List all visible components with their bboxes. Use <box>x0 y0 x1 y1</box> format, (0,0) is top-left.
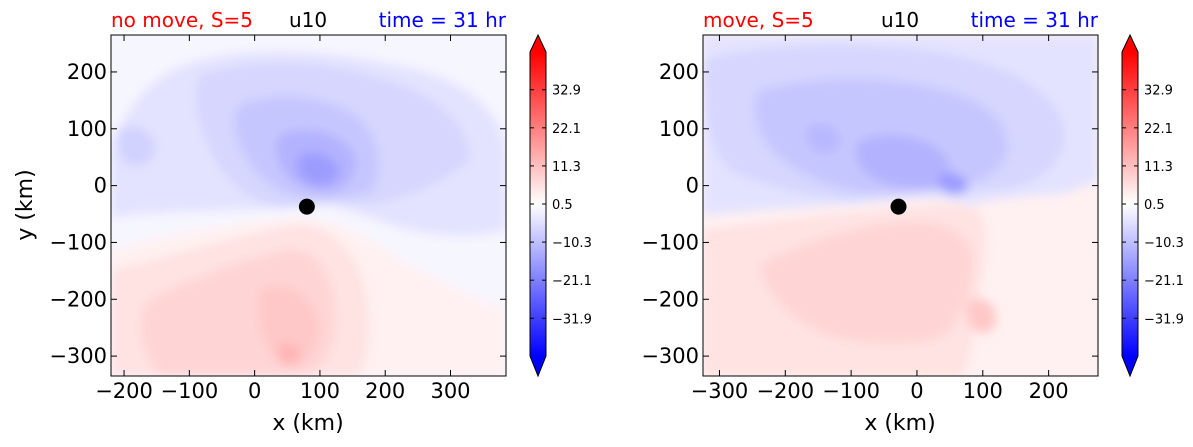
panel-right-field <box>703 35 1098 376</box>
panel-left-colorbar-tick-label: −21.1 <box>552 274 592 289</box>
panel-right-storm-center-marker <box>890 198 907 215</box>
panel-left-plot-frame <box>110 34 507 377</box>
panel-right-ytick-label: 200 <box>659 60 699 84</box>
panel-left-ytick-label: −300 <box>49 344 107 368</box>
panel-right-colorbar-tick-label: −10.3 <box>1144 236 1184 251</box>
panel-left-ytick-label: −200 <box>49 287 107 311</box>
panel-right-colorbar-tick-label: 11.3 <box>1144 160 1173 175</box>
panel-left: no move, S=5 u10 time = 31 hr −20 <box>13 8 592 436</box>
panel-right-yticks: 200 100 0 −100 −200 −300 <box>641 60 1098 368</box>
panel-right-ytick-label: 0 <box>686 174 699 198</box>
panel-right-xtick-label: −300 <box>691 379 749 403</box>
panel-left-storm-center-marker <box>298 198 315 215</box>
panel-left-ylabel: y (km) <box>13 169 38 240</box>
panel-right-xtick-label: 0 <box>910 379 923 403</box>
panel-right-plot-frame <box>702 34 1099 377</box>
panel-left-colorbar-extend-max <box>530 35 546 52</box>
panel-left-xtick-label: 100 <box>300 379 340 403</box>
panel-left-colorbar-tick-label: 32.9 <box>552 84 581 99</box>
panel-right-colorbar-tick-label: −31.9 <box>1144 312 1184 327</box>
panel-right-colorbar-tick-label: 22.1 <box>1144 122 1173 137</box>
panel-left-xtick-label: −200 <box>95 379 153 403</box>
panel-left-title-right: time = 31 hr <box>379 8 507 32</box>
panel-right-colorbar: 32.9 22.1 11.3 0.5 −10.3 −21.1 −31.9 <box>1121 33 1184 378</box>
panel-left-colorbar-tick-label: −31.9 <box>552 312 592 327</box>
panel-left-xtick-label: 200 <box>365 379 405 403</box>
panel-left-ytick-label: 0 <box>94 174 107 198</box>
panel-left-title-left: no move, S=5 <box>111 8 253 32</box>
panel-right-title-left: move, S=5 <box>703 8 814 32</box>
panel-left-colorbar-tick-label: 22.1 <box>552 122 581 137</box>
panel-left-title-center: u10 <box>289 8 327 32</box>
panel-left-colorbar-tick-label: 11.3 <box>552 160 581 175</box>
panel-left-colorbar-ticks: 32.9 22.1 11.3 0.5 −10.3 −21.1 −31.9 <box>530 84 592 327</box>
panel-right-title-center: u10 <box>881 8 919 32</box>
panel-right-colorbar-extend-min <box>1122 356 1138 376</box>
panel-right-colorbar-tick-label: 0.5 <box>1144 198 1165 213</box>
panel-left-ytick-label: 100 <box>67 117 107 141</box>
panel-right-xtick-label: 200 <box>1029 379 1069 403</box>
panel-right-title-right: time = 31 hr <box>971 8 1099 32</box>
panel-left-field <box>111 35 506 376</box>
panel-right-xtick-label: 100 <box>963 379 1003 403</box>
panel-left-colorbar-outline <box>529 33 547 378</box>
panel-right-xtick-label: −100 <box>822 379 880 403</box>
panel-right-xtick-label: −200 <box>756 379 814 403</box>
panel-right-ytick-label: −300 <box>641 344 699 368</box>
panel-right-ytick-label: 100 <box>659 117 699 141</box>
panel-left-xticks: −200 −100 0 100 200 300 <box>95 35 471 403</box>
panel-left-xtick-label: 0 <box>248 379 261 403</box>
panel-right-ytick-label: −100 <box>641 230 699 254</box>
panel-right-colorbar-outline <box>1121 33 1139 378</box>
panel-left-colorbar-tick-label: −10.3 <box>552 236 592 251</box>
panel-right-colorbar-extend-max <box>1122 35 1138 52</box>
panel-left-xtick-label: −100 <box>161 379 219 403</box>
panel-right-xlabel: x (km) <box>864 411 935 436</box>
panel-left-ytick-label: 200 <box>67 60 107 84</box>
panel-left-xtick-label: 300 <box>430 379 470 403</box>
panel-right-colorbar-tick-label: 32.9 <box>1144 84 1173 99</box>
panel-left-colorbar-extend-min <box>530 356 546 376</box>
panel-left-ytick-label: −100 <box>49 230 107 254</box>
panel-right: move, S=5 u10 time = 31 hr −300 −200 −100 0… <box>641 8 1184 436</box>
panel-right-ytick-label: −200 <box>641 287 699 311</box>
panel-left-colorbar-tick-label: 0.5 <box>552 198 573 213</box>
panel-left-xlabel: x (km) <box>272 411 343 436</box>
panel-left-yticks: 200 100 0 −100 −200 −300 <box>49 60 506 368</box>
panel-right-colorbar-tick-label: −21.1 <box>1144 274 1184 289</box>
panel-left-colorbar: 32.9 22.1 11.3 0.5 −10.3 −21.1 −31.9 <box>529 33 592 378</box>
panel-right-xticks: −300 −200 −100 0 100 200 <box>691 35 1069 403</box>
panel-right-colorbar-ticks: 32.9 22.1 11.3 0.5 −10.3 −21.1 −31.9 <box>1122 84 1184 327</box>
